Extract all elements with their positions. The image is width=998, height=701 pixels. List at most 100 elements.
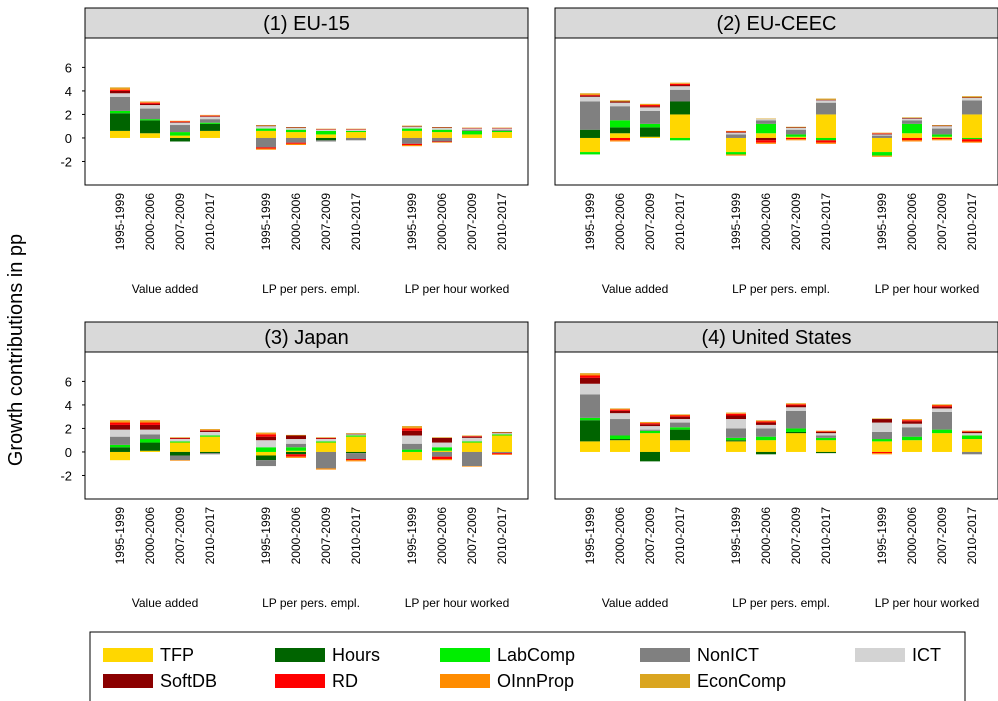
bar-segment: [492, 454, 512, 455]
x-tick-label: 2007-2009: [643, 507, 657, 565]
bar-segment: [756, 119, 776, 121]
bar-segment: [580, 95, 600, 96]
bar-segment: [756, 137, 776, 141]
panel-title: (2) EU-CEEC: [716, 13, 836, 35]
bar-segment: [902, 120, 922, 124]
bar-segment: [816, 435, 836, 438]
bar-segment: [816, 433, 836, 436]
bar-segment: [872, 439, 892, 442]
bar-segment: [402, 126, 422, 127]
x-tick-label: 2010-2017: [495, 507, 509, 565]
bar-segment: [640, 123, 660, 128]
bar-segment: [346, 436, 366, 452]
bar-segment: [872, 419, 892, 423]
group-label: Value added: [602, 282, 669, 296]
bar-segment: [726, 154, 746, 156]
x-tick-label: 1995-1999: [113, 193, 127, 251]
bar-segment: [640, 423, 660, 425]
bar-segment: [402, 125, 422, 127]
bar-segment: [872, 431, 892, 440]
legend-label: RD: [332, 671, 358, 691]
bar-segment: [200, 119, 220, 123]
bar-segment: [670, 83, 690, 86]
panel-title-box: [84, 321, 529, 353]
bar-segment: [432, 142, 452, 143]
bar-segment: [432, 437, 452, 443]
bar-segment: [756, 440, 776, 452]
panel-title: (1) EU-15: [263, 13, 350, 35]
bar-segment: [110, 429, 130, 437]
bar-segment: [580, 383, 600, 395]
bar-segment: [286, 447, 306, 451]
y-tick-label: 6: [65, 374, 72, 389]
bar-segment: [316, 134, 336, 138]
bar-segment: [402, 126, 422, 129]
bar-segment: [962, 433, 982, 436]
bar-segment: [786, 127, 806, 130]
group-label: Value added: [602, 596, 669, 610]
bar-segment: [286, 137, 306, 143]
bar-segment: [872, 155, 892, 157]
bar-segment: [640, 422, 660, 424]
bar-segment: [170, 439, 190, 442]
bar-segment: [140, 421, 160, 423]
bar-segment: [640, 451, 660, 462]
y-tick-label: -2: [60, 154, 72, 169]
bar-segment: [346, 433, 366, 434]
bar-segment: [756, 140, 776, 143]
legend-swatch: [440, 648, 490, 662]
bar-segment: [670, 414, 690, 416]
bar-segment: [902, 419, 922, 420]
bar-segment: [610, 102, 630, 107]
bar-segment: [140, 103, 160, 106]
bar-segment: [110, 90, 130, 94]
bar-segment: [346, 132, 366, 138]
x-tick-label: 2010-2017: [965, 507, 979, 565]
bar-segment: [932, 126, 952, 129]
bar-segment: [462, 134, 482, 138]
bar-segment: [962, 114, 982, 138]
bar-segment: [816, 98, 836, 100]
bar-segment: [726, 130, 746, 132]
bar-segment: [110, 130, 130, 138]
bar-segment: [610, 140, 630, 142]
bar-segment: [200, 115, 220, 117]
bar-segment: [492, 130, 512, 133]
bar-segment: [492, 453, 512, 455]
bar-segment: [402, 435, 422, 444]
bar-segment: [110, 424, 130, 430]
y-tick-label: 4: [65, 84, 72, 99]
bar-segment: [786, 431, 806, 434]
bar-segment: [492, 431, 512, 433]
bar-segment: [902, 436, 922, 441]
bar-segment: [962, 431, 982, 434]
bar-segment: [726, 441, 746, 452]
bar-segment: [786, 410, 806, 429]
bar-segment: [610, 410, 630, 414]
bar-segment: [670, 414, 690, 415]
bar-segment: [962, 141, 982, 143]
bar-segment: [316, 451, 336, 469]
x-tick-label: 1995-1999: [875, 193, 889, 251]
bar-segment: [670, 83, 690, 84]
bar-segment: [580, 96, 600, 102]
bar-segment: [756, 436, 776, 441]
bar-segment: [110, 89, 130, 91]
bar-segment: [316, 437, 336, 439]
bar-segment: [200, 436, 220, 452]
x-tick-label: 2010-2017: [819, 507, 833, 565]
bar-segment: [580, 93, 600, 95]
bar-segment: [286, 435, 306, 440]
bar-segment: [432, 137, 452, 142]
legend-swatch: [103, 648, 153, 662]
bar-segment: [670, 422, 690, 428]
bar-segment: [610, 133, 630, 138]
bar-segment: [402, 426, 422, 428]
x-tick-label: 2000-2006: [435, 507, 449, 565]
y-tick-label: 4: [65, 398, 72, 413]
bar-segment: [256, 455, 276, 461]
bar-segment: [316, 437, 336, 438]
bar-segment: [902, 118, 922, 121]
bar-segment: [786, 433, 806, 452]
bar-segment: [140, 102, 160, 104]
